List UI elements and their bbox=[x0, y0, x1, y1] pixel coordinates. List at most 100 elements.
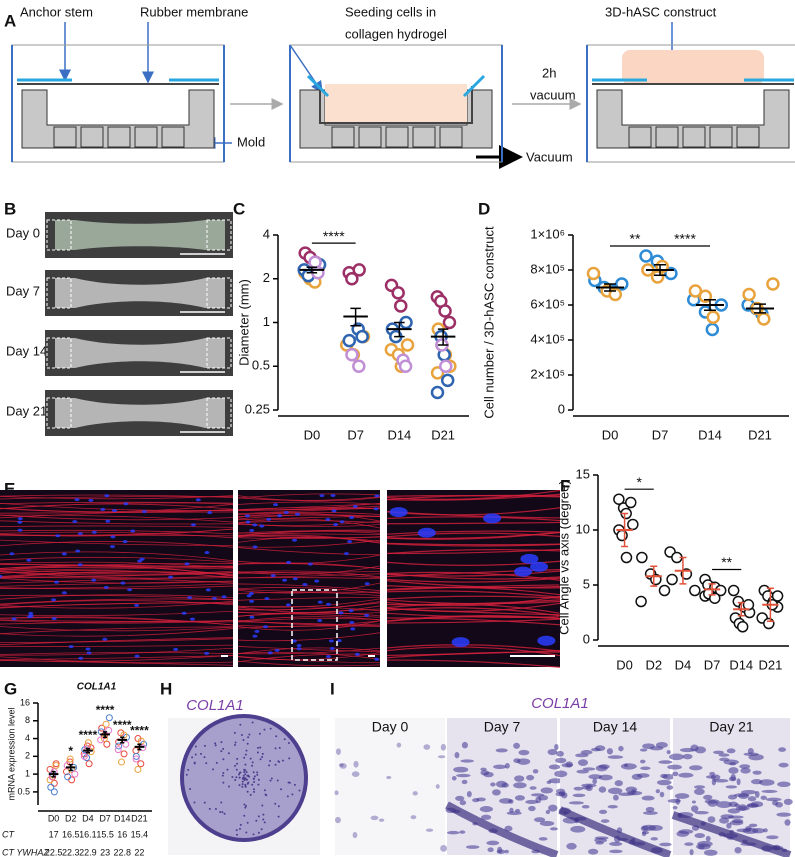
stain bbox=[595, 764, 608, 772]
nucleus bbox=[11, 617, 17, 621]
nucleus bbox=[111, 509, 117, 513]
data-point bbox=[352, 263, 366, 277]
panel-label: I bbox=[330, 679, 335, 698]
y-tick-label: 8×10⁵ bbox=[530, 261, 565, 276]
fiber bbox=[0, 514, 234, 523]
cell bbox=[245, 831, 248, 834]
cell bbox=[191, 756, 194, 759]
stain bbox=[423, 744, 431, 750]
stain bbox=[631, 773, 643, 780]
stain bbox=[352, 832, 358, 839]
nucleus bbox=[249, 528, 255, 532]
y-tick-label: 1 bbox=[25, 768, 30, 778]
stain bbox=[504, 825, 513, 832]
mold-block bbox=[628, 126, 652, 148]
nucleus bbox=[61, 552, 67, 556]
ct-value: 15.5 bbox=[96, 829, 114, 839]
stain bbox=[549, 827, 558, 831]
data-point bbox=[400, 338, 415, 352]
nucleus bbox=[51, 617, 57, 621]
y-tick-label: 4 bbox=[263, 226, 270, 241]
fiber bbox=[0, 529, 234, 535]
cell bbox=[249, 793, 252, 796]
error-bar bbox=[103, 731, 108, 739]
cell bbox=[227, 752, 230, 755]
stain bbox=[703, 794, 713, 800]
cell bbox=[243, 814, 246, 817]
fiber bbox=[0, 562, 234, 571]
fiber bbox=[0, 619, 234, 624]
cell bbox=[220, 741, 223, 744]
nucleus bbox=[339, 520, 345, 524]
stain bbox=[351, 771, 360, 778]
cell bbox=[242, 774, 245, 777]
mold-block bbox=[385, 126, 409, 148]
ct-value: 22.9 bbox=[79, 847, 97, 857]
data-point bbox=[342, 333, 357, 348]
nucleus bbox=[28, 614, 34, 618]
y-tick-label: 0.5 bbox=[17, 786, 30, 796]
stain bbox=[514, 808, 521, 813]
data-point bbox=[132, 755, 140, 763]
fiber bbox=[386, 585, 561, 589]
nucleus bbox=[348, 609, 354, 613]
data-point bbox=[635, 595, 647, 608]
data-point bbox=[132, 747, 140, 755]
nucleus bbox=[314, 579, 320, 583]
stain bbox=[710, 774, 721, 781]
stain bbox=[492, 789, 501, 796]
stain bbox=[545, 809, 551, 815]
cell bbox=[286, 795, 289, 798]
cell bbox=[223, 812, 226, 815]
fiber bbox=[386, 617, 561, 626]
fiber bbox=[237, 512, 381, 522]
y-tick-label: 2×10⁵ bbox=[530, 366, 565, 381]
stain bbox=[353, 760, 359, 768]
cell bbox=[256, 773, 259, 776]
nucleus bbox=[110, 535, 116, 539]
nucleus bbox=[51, 598, 57, 602]
fiber bbox=[0, 566, 234, 570]
row-label: CT YWHAZ bbox=[2, 847, 49, 857]
nucleus bbox=[72, 520, 78, 524]
error-bar bbox=[68, 763, 73, 772]
stain bbox=[529, 786, 537, 790]
stain bbox=[639, 748, 648, 752]
x-tick-label: D4 bbox=[675, 657, 692, 672]
cell bbox=[247, 736, 250, 739]
data-point bbox=[114, 746, 122, 754]
data-point bbox=[345, 347, 359, 362]
stain bbox=[672, 771, 679, 777]
mold-block bbox=[161, 126, 185, 148]
y-tick-label: 0 bbox=[558, 401, 565, 416]
nucleus bbox=[74, 498, 80, 502]
nucleus bbox=[264, 597, 270, 601]
hydrogel bbox=[325, 84, 467, 122]
cell bbox=[261, 752, 264, 755]
x-tick-label: D0 bbox=[602, 427, 619, 442]
stain bbox=[446, 830, 460, 835]
roi bbox=[206, 397, 232, 429]
stain bbox=[693, 785, 706, 789]
fiber bbox=[237, 503, 381, 511]
cell bbox=[244, 763, 247, 766]
cell bbox=[281, 759, 284, 762]
data-point bbox=[627, 518, 639, 531]
stain bbox=[784, 819, 791, 826]
cell bbox=[214, 742, 217, 745]
row-label: CT bbox=[2, 829, 15, 839]
nucleus bbox=[204, 551, 210, 555]
stain bbox=[614, 780, 623, 787]
nucleus bbox=[249, 615, 255, 619]
error-bar bbox=[766, 587, 774, 623]
cell bbox=[253, 790, 256, 793]
data-point bbox=[80, 752, 88, 760]
significance: * bbox=[68, 744, 73, 758]
nucleus bbox=[325, 602, 331, 606]
fiber bbox=[386, 577, 561, 583]
cell bbox=[234, 744, 237, 747]
nucleus bbox=[75, 549, 81, 553]
stain bbox=[459, 830, 466, 834]
cell bbox=[275, 735, 278, 738]
stain bbox=[678, 829, 694, 834]
